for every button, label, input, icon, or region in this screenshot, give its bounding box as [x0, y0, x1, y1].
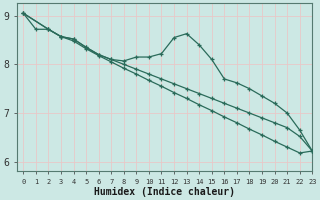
- X-axis label: Humidex (Indice chaleur): Humidex (Indice chaleur): [94, 186, 235, 197]
